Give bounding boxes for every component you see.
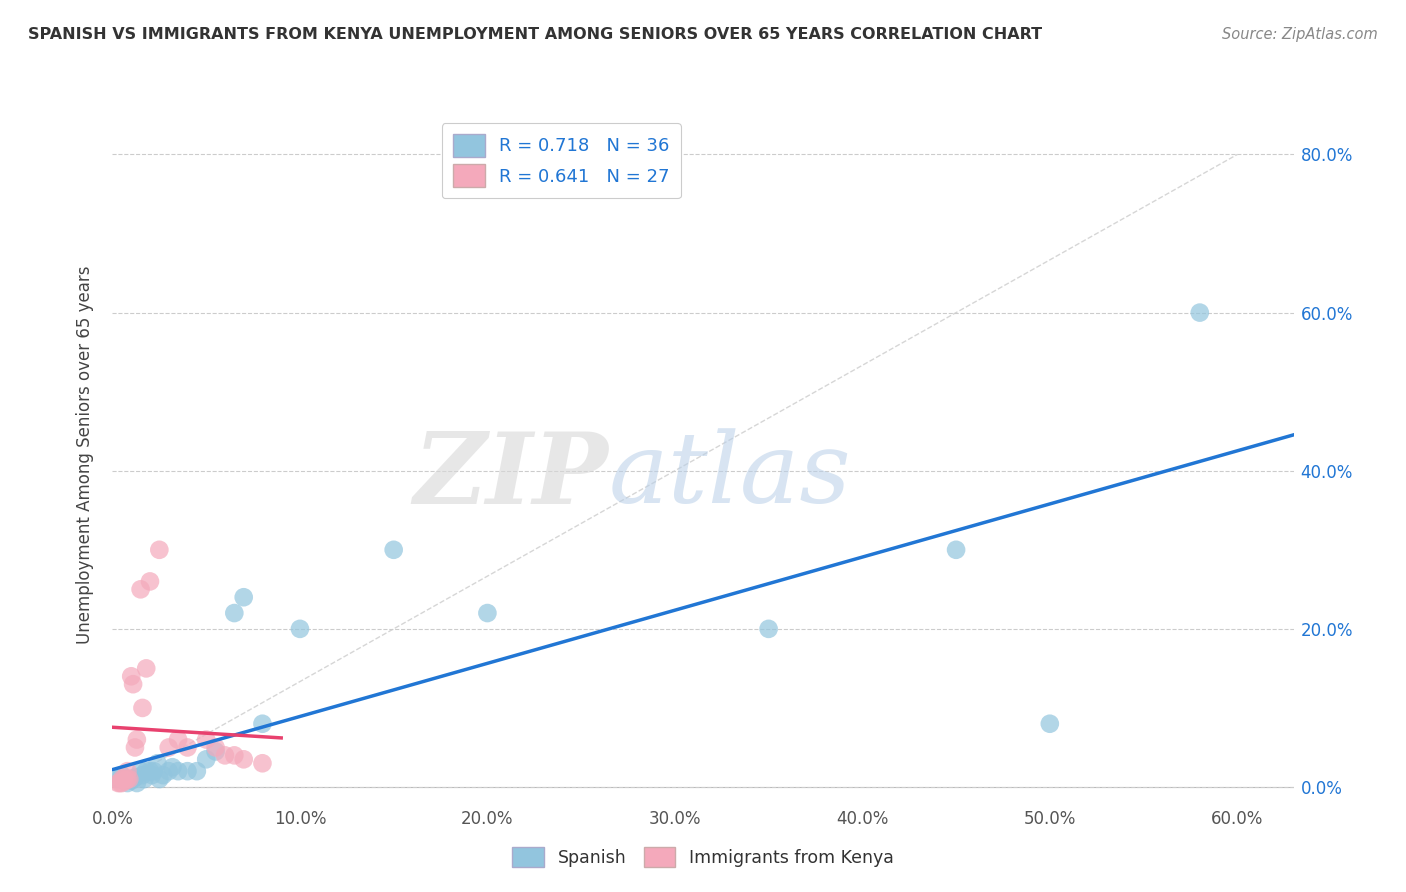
- Point: [107, 772, 129, 786]
- Point: [252, 716, 274, 731]
- Point: [288, 622, 311, 636]
- Point: [107, 776, 129, 790]
- Point: [167, 764, 190, 779]
- Point: [1188, 305, 1211, 319]
- Y-axis label: Unemployment Among Seniors over 65 years: Unemployment Among Seniors over 65 years: [76, 266, 94, 644]
- Point: [141, 768, 163, 782]
- Point: [129, 582, 152, 597]
- Point: [114, 772, 136, 786]
- Text: Source: ZipAtlas.com: Source: ZipAtlas.com: [1222, 27, 1378, 42]
- Point: [108, 776, 131, 790]
- Point: [157, 740, 180, 755]
- Point: [252, 756, 274, 771]
- Point: [117, 776, 139, 790]
- Point: [382, 542, 405, 557]
- Point: [125, 776, 148, 790]
- Text: ZIP: ZIP: [413, 427, 609, 524]
- Point: [195, 732, 218, 747]
- Point: [124, 771, 146, 785]
- Point: [152, 768, 174, 782]
- Point: [131, 701, 153, 715]
- Point: [232, 752, 254, 766]
- Point: [148, 542, 170, 557]
- Point: [186, 764, 208, 779]
- Point: [945, 542, 967, 557]
- Point: [224, 748, 246, 763]
- Point: [195, 752, 218, 766]
- Legend: R = 0.718   N = 36, R = 0.641   N = 27: R = 0.718 N = 36, R = 0.641 N = 27: [441, 123, 681, 198]
- Point: [477, 606, 499, 620]
- Point: [112, 772, 135, 786]
- Point: [758, 622, 780, 636]
- Point: [111, 776, 134, 790]
- Point: [167, 732, 190, 747]
- Point: [162, 760, 184, 774]
- Point: [232, 591, 254, 605]
- Text: SPANISH VS IMMIGRANTS FROM KENYA UNEMPLOYMENT AMONG SENIORS OVER 65 YEARS CORREL: SPANISH VS IMMIGRANTS FROM KENYA UNEMPLO…: [28, 27, 1042, 42]
- Point: [139, 574, 162, 589]
- Point: [135, 764, 157, 779]
- Point: [117, 772, 139, 786]
- Point: [146, 756, 169, 771]
- Point: [114, 773, 136, 788]
- Point: [1039, 716, 1062, 731]
- Point: [214, 748, 236, 763]
- Point: [176, 740, 198, 755]
- Point: [142, 764, 165, 779]
- Point: [118, 772, 141, 786]
- Point: [120, 773, 142, 788]
- Point: [124, 740, 146, 755]
- Text: atlas: atlas: [609, 428, 851, 524]
- Point: [131, 768, 153, 782]
- Point: [224, 606, 246, 620]
- Point: [117, 764, 139, 779]
- Point: [148, 772, 170, 786]
- Legend: Spanish, Immigrants from Kenya: Spanish, Immigrants from Kenya: [505, 840, 901, 874]
- Point: [129, 764, 152, 779]
- Point: [204, 744, 226, 758]
- Point: [125, 732, 148, 747]
- Point: [111, 772, 134, 786]
- Point: [204, 740, 226, 755]
- Point: [111, 768, 134, 782]
- Point: [122, 677, 145, 691]
- Point: [176, 764, 198, 779]
- Point: [120, 669, 142, 683]
- Point: [157, 764, 180, 779]
- Point: [135, 661, 157, 675]
- Point: [118, 772, 141, 786]
- Point: [122, 772, 145, 786]
- Point: [139, 764, 162, 779]
- Point: [134, 772, 156, 786]
